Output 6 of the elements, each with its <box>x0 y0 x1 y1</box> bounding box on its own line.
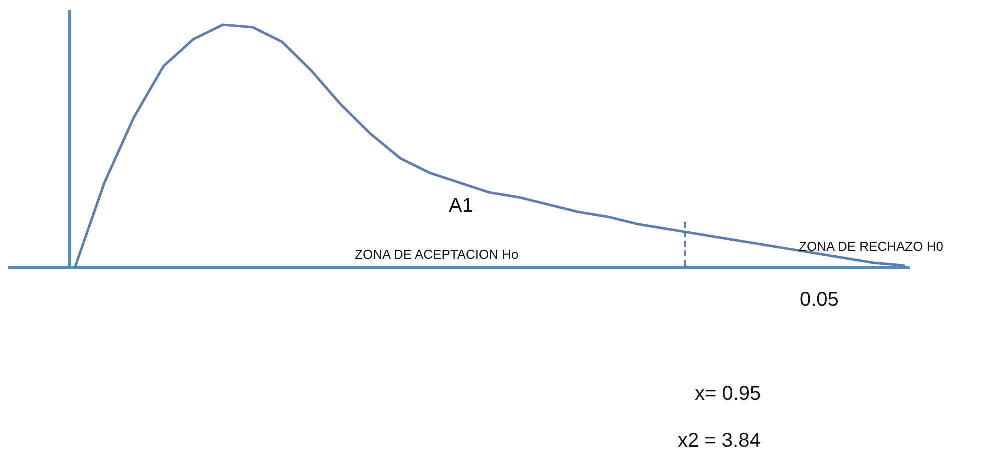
annotation: ZONA DE ACEPTACION Ho <box>355 247 519 262</box>
annotation: A1 <box>449 195 474 217</box>
text: x= 0.95 <box>695 383 762 405</box>
annotation: ZONA DE RECHAZO H0 <box>799 239 944 254</box>
text: x2 = 3.84 <box>678 430 761 452</box>
text: 0.05 <box>800 289 839 311</box>
